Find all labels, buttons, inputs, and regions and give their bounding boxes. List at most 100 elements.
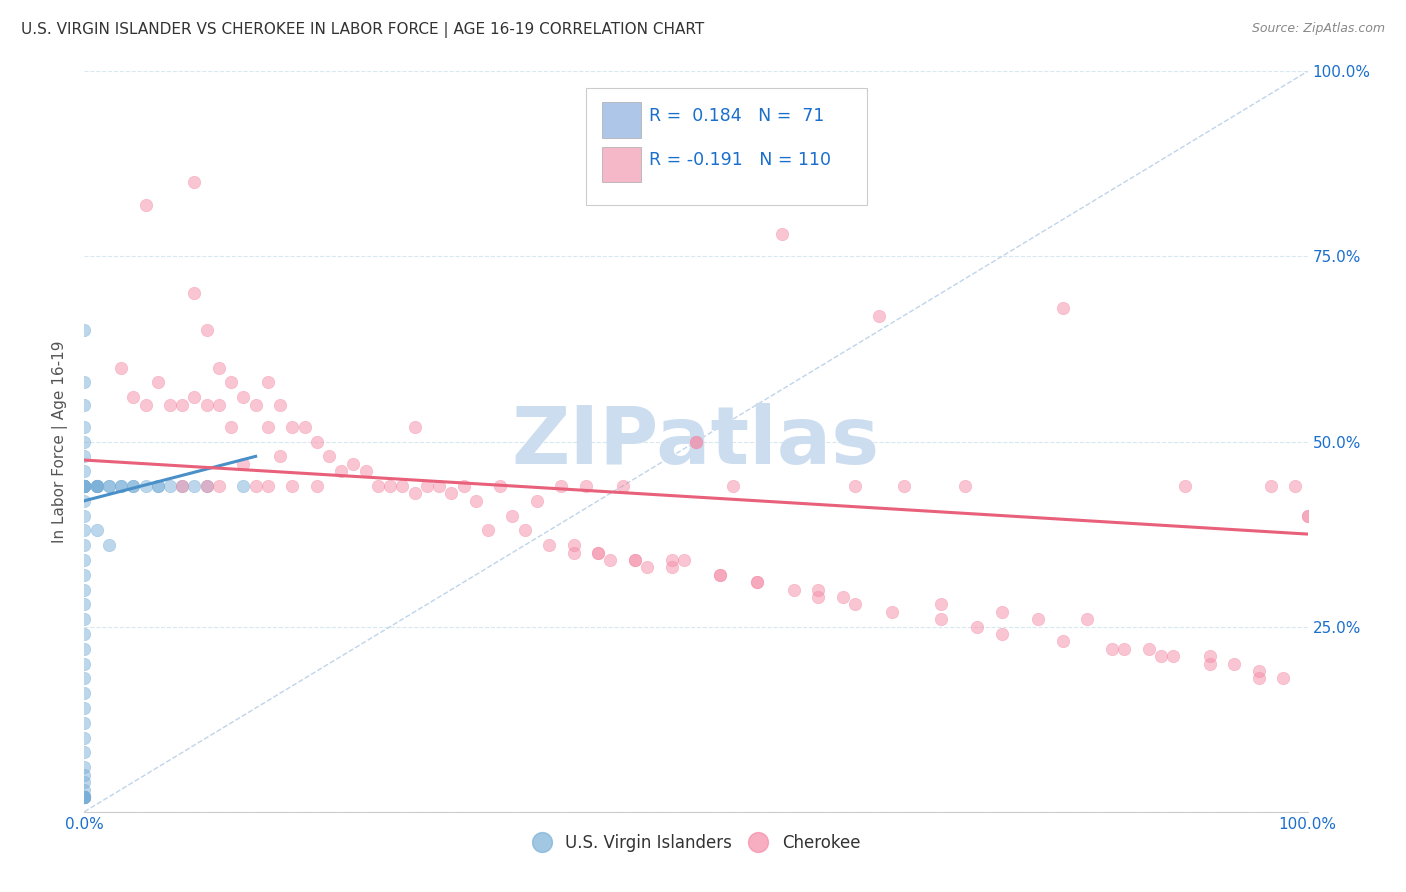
Point — [783, 582, 806, 597]
Point — [721, 479, 744, 493]
Point — [195, 324, 218, 338]
Point — [110, 479, 132, 493]
Point — [575, 479, 598, 493]
Point — [73, 789, 96, 804]
Y-axis label: In Labor Force | Age 16-19: In Labor Force | Age 16-19 — [52, 340, 69, 543]
Point — [257, 479, 280, 493]
Point — [122, 479, 145, 493]
Point — [612, 479, 634, 493]
Point — [367, 479, 389, 493]
Point — [929, 612, 952, 626]
Point — [73, 464, 96, 478]
Point — [636, 560, 658, 574]
Point — [685, 434, 707, 449]
Point — [86, 479, 108, 493]
Point — [380, 479, 402, 493]
Point — [73, 598, 96, 612]
Point — [159, 479, 181, 493]
Point — [232, 390, 254, 404]
Point — [172, 398, 194, 412]
Point — [208, 398, 231, 412]
Point — [208, 479, 231, 493]
Point — [73, 789, 96, 804]
Point — [73, 493, 96, 508]
Point — [1076, 612, 1098, 626]
Point — [122, 479, 145, 493]
Point — [73, 767, 96, 781]
Point — [183, 390, 205, 404]
Point — [195, 398, 218, 412]
Point — [73, 657, 96, 671]
Point — [869, 309, 891, 323]
Point — [73, 324, 96, 338]
Point — [893, 479, 915, 493]
Point — [73, 479, 96, 493]
Text: Source: ZipAtlas.com: Source: ZipAtlas.com — [1251, 22, 1385, 36]
Point — [97, 479, 120, 493]
Point — [305, 479, 328, 493]
Point — [427, 479, 450, 493]
Point — [73, 567, 96, 582]
Point — [354, 464, 377, 478]
Point — [73, 479, 96, 493]
Point — [195, 479, 218, 493]
Point — [172, 479, 194, 493]
Point — [245, 398, 267, 412]
Point — [464, 493, 486, 508]
Point — [73, 641, 96, 656]
Point — [1114, 641, 1136, 656]
Point — [245, 479, 267, 493]
Point — [586, 546, 609, 560]
Point — [73, 746, 96, 760]
Point — [86, 479, 108, 493]
Point — [86, 479, 108, 493]
Point — [73, 782, 96, 797]
Point — [219, 419, 242, 434]
Point — [172, 479, 194, 493]
Point — [1296, 508, 1319, 523]
Point — [73, 789, 96, 804]
Point — [1052, 301, 1074, 316]
Point — [232, 457, 254, 471]
Point — [526, 493, 548, 508]
Point — [1260, 479, 1282, 493]
Point — [966, 619, 988, 633]
Point — [281, 419, 304, 434]
Point — [538, 538, 561, 552]
Point — [73, 582, 96, 597]
Point — [73, 686, 96, 700]
Point — [73, 701, 96, 715]
Point — [624, 553, 647, 567]
FancyBboxPatch shape — [602, 147, 641, 183]
Point — [122, 390, 145, 404]
Point — [489, 479, 512, 493]
Point — [73, 538, 96, 552]
Point — [747, 575, 769, 590]
Point — [183, 479, 205, 493]
Point — [73, 479, 96, 493]
Point — [97, 538, 120, 552]
Point — [305, 434, 328, 449]
Point — [73, 479, 96, 493]
Point — [73, 789, 96, 804]
Point — [294, 419, 316, 434]
Point — [1150, 649, 1173, 664]
Point — [1174, 479, 1197, 493]
Point — [146, 479, 169, 493]
Point — [183, 175, 205, 190]
Point — [110, 479, 132, 493]
Point — [73, 612, 96, 626]
Point — [1272, 672, 1295, 686]
Point — [135, 398, 157, 412]
Point — [550, 479, 572, 493]
Point — [807, 582, 830, 597]
Point — [844, 598, 866, 612]
Point — [73, 479, 96, 493]
FancyBboxPatch shape — [586, 87, 868, 204]
Point — [73, 434, 96, 449]
Point — [1198, 657, 1220, 671]
Point — [624, 553, 647, 567]
Point — [404, 419, 426, 434]
Point — [318, 450, 340, 464]
Point — [73, 479, 96, 493]
